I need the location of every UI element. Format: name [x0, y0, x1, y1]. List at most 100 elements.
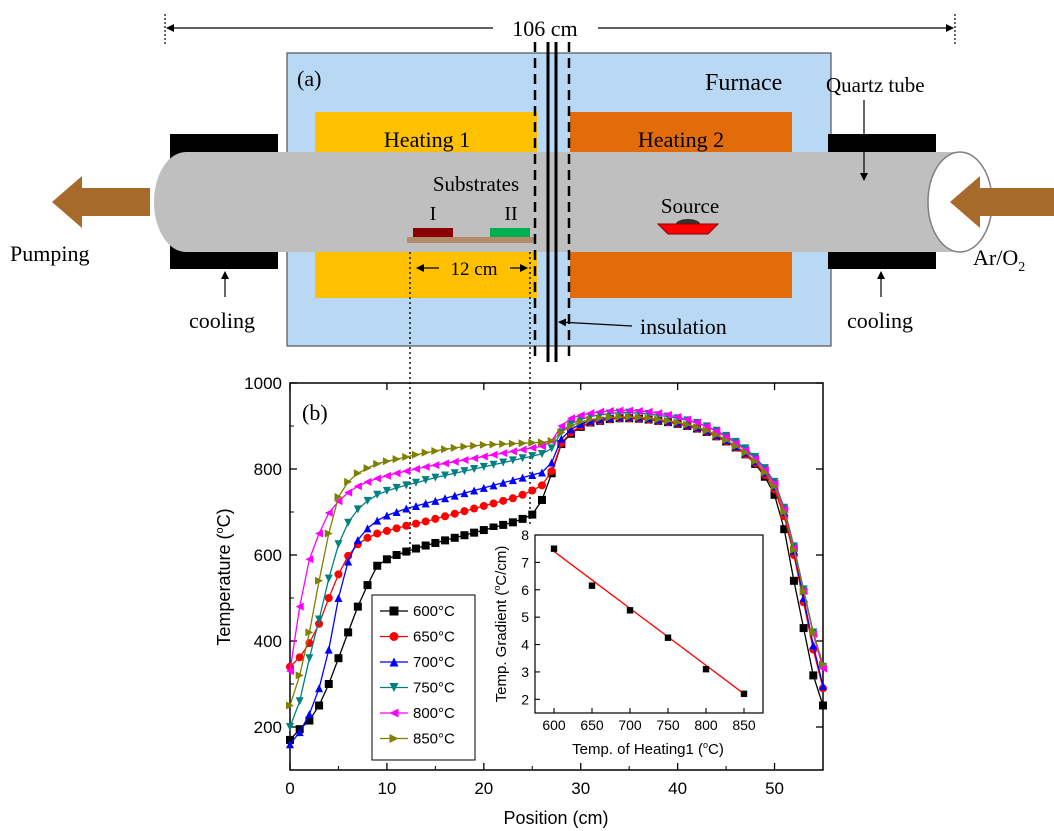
insulation-label: insulation	[640, 314, 727, 339]
data-point	[334, 492, 343, 501]
data-point	[605, 413, 614, 422]
data-point	[537, 442, 546, 451]
data-point	[373, 459, 382, 468]
data-point	[373, 474, 382, 483]
chart-series	[286, 406, 827, 749]
data-point	[411, 501, 420, 510]
inset-x-tick-label: 650	[580, 717, 604, 733]
data-point	[450, 491, 459, 500]
data-point	[411, 478, 420, 487]
data-point	[460, 455, 469, 464]
inset-y-tick-label: 8	[521, 527, 529, 543]
data-point	[683, 420, 692, 429]
data-point	[547, 437, 556, 446]
data-point	[363, 581, 372, 590]
source-label: Source	[661, 194, 719, 218]
data-point	[789, 545, 798, 554]
insulation: insulation	[533, 42, 727, 362]
inset-y-tick-label: 6	[521, 582, 529, 598]
data-point	[382, 457, 391, 466]
data-point	[693, 423, 702, 432]
data-point	[295, 602, 304, 611]
data-point	[315, 615, 324, 624]
data-point	[479, 462, 488, 471]
inset-y-tick-label: 4	[521, 637, 529, 653]
inset-x-tick-label: 850	[732, 717, 756, 733]
data-point	[663, 416, 672, 425]
series-5	[286, 406, 827, 676]
data-point	[421, 517, 430, 526]
data-point	[634, 413, 643, 422]
data-point	[431, 473, 440, 482]
data-point	[295, 653, 304, 662]
substrate-II	[490, 228, 530, 237]
data-point	[567, 414, 576, 423]
data-point	[421, 541, 430, 550]
inset-y-tick-label: 3	[521, 664, 529, 680]
legend-label: 800°C	[413, 705, 455, 722]
data-point	[479, 440, 488, 449]
substrate-I	[413, 228, 453, 237]
data-point	[470, 504, 479, 513]
data-point	[441, 512, 450, 521]
legend-item: 850°C	[380, 731, 455, 748]
data-point	[479, 501, 488, 510]
data-point	[286, 667, 294, 676]
data-point	[741, 448, 750, 457]
data-point	[460, 507, 469, 516]
data-point	[305, 555, 314, 564]
data-point	[373, 516, 382, 525]
legend-label: 850°C	[413, 731, 455, 748]
quartz-tube-label: Quartz tube	[826, 73, 925, 97]
inset-x-tick-label: 600	[542, 717, 566, 733]
data-point	[499, 478, 508, 487]
data-point	[576, 417, 585, 426]
data-point	[353, 535, 362, 544]
data-point	[315, 701, 324, 710]
data-point	[402, 481, 411, 490]
data-point	[286, 723, 294, 731]
inset-data-point	[626, 607, 634, 614]
data-point	[470, 528, 479, 537]
data-point	[363, 464, 372, 473]
data-point	[537, 468, 546, 477]
data-point	[770, 490, 779, 499]
data-point	[819, 664, 827, 673]
temperature-chart: (b) 0 10 20 30 40 50 200 400 600 800 1000 Position…	[214, 374, 827, 828]
data-point	[576, 411, 585, 420]
data-point	[324, 574, 333, 583]
data-point	[654, 409, 663, 418]
cooling-left-label: cooling	[189, 308, 255, 333]
data-point	[353, 482, 362, 491]
data-point	[382, 526, 391, 535]
data-point	[489, 499, 498, 508]
furnace-diagram: 106 cm (a) Furnace Heating 1 Heating 2 S…	[10, 14, 1054, 555]
data-point	[489, 440, 498, 449]
furnace-label: Furnace	[705, 70, 782, 96]
data-point	[712, 427, 721, 436]
inset-axes: 600 650 700 750 800 850 2 3 4 5 6 7 8	[521, 527, 756, 733]
data-point	[799, 587, 808, 596]
data-point	[450, 443, 459, 452]
data-point	[518, 473, 527, 482]
data-point	[353, 602, 362, 611]
data-point	[450, 457, 459, 466]
gas-label: Ar/O2	[973, 245, 1025, 275]
data-point	[615, 412, 624, 421]
data-point	[819, 682, 827, 691]
legend-marker	[389, 683, 399, 692]
data-point	[441, 471, 450, 480]
data-point	[770, 482, 779, 491]
data-point	[809, 641, 818, 650]
data-point	[537, 449, 546, 458]
data-point	[508, 476, 517, 485]
legend-marker	[389, 632, 399, 641]
data-point	[809, 628, 818, 637]
data-point	[363, 496, 372, 505]
data-point	[537, 495, 546, 504]
data-point	[402, 547, 411, 556]
data-point	[654, 415, 663, 424]
data-point	[286, 701, 294, 710]
data-point	[547, 467, 556, 476]
data-point	[586, 415, 595, 424]
